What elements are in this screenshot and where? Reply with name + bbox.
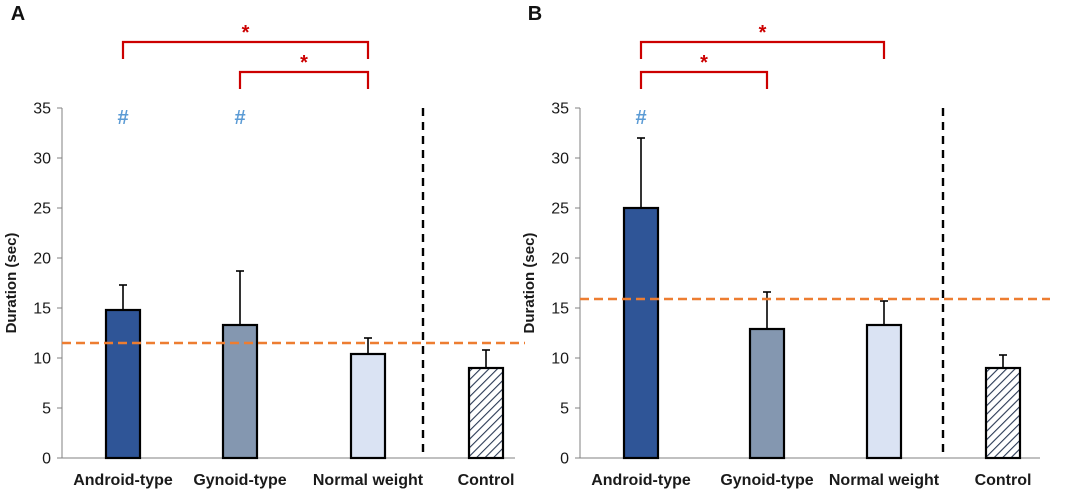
y-tick-label: 20 [551,251,569,268]
y-tick-label: 25 [33,201,51,218]
x-tick-label-control: Control [975,472,1032,489]
y-tick-label: 10 [33,351,51,368]
x-tick-label-normal-weight: Normal weight [313,472,424,489]
y-tick-label: 15 [33,301,51,318]
panel-a: A 0 5 10 15 20 25 30 35 Duration (sec) Android-typ… [3,3,525,489]
y-tick-label: 0 [42,451,51,468]
bar-control[interactable] [467,366,505,460]
x-tick-label-gynoid: Gynoid-type [193,472,286,489]
significance-bracket [639,70,769,89]
significance-bracket [639,40,886,59]
panel-b: B 0 5 10 15 20 25 30 35 Duration (sec) Android-typ… [521,3,1050,489]
significance-star: * [700,52,708,74]
bar-gynoid[interactable] [748,327,786,460]
bar-normal-weight[interactable] [865,323,903,460]
hash-mark: # [635,107,646,129]
hash-mark: # [234,107,245,129]
y-tick-label: 10 [551,351,569,368]
hash-mark: # [117,107,128,129]
y-tick-label: 25 [551,201,569,218]
x-tick-label-gynoid: Gynoid-type [720,472,813,489]
significance-star: * [242,22,250,44]
x-tick-label-normal-weight: Normal weight [829,472,940,489]
y-tick-label: 30 [551,151,569,168]
y-tick-label: 15 [551,301,569,318]
bar-android[interactable] [622,206,660,460]
significance-bracket [238,70,370,89]
significance-bracket [121,40,370,59]
y-tick-label: 30 [33,151,51,168]
y-tick-label: 35 [551,101,569,118]
y-tick-label: 35 [33,101,51,118]
x-tick-label-android: Android-type [73,472,173,489]
bar-gynoid[interactable] [221,323,259,460]
bar-normal-weight[interactable] [349,352,387,460]
y-axis-label: Duration (sec) [3,233,20,334]
panel-label: B [528,3,542,25]
y-tick-label: 5 [42,401,51,418]
x-tick-label-android: Android-type [591,472,691,489]
bar-android[interactable] [104,308,142,460]
y-tick-label: 5 [560,401,569,418]
y-tick-label: 20 [33,251,51,268]
y-axis-label: Duration (sec) [521,233,538,334]
significance-star: * [759,22,767,44]
x-tick-label-control: Control [458,472,515,489]
panel-label: A [11,3,25,25]
bar-control[interactable] [984,366,1022,460]
significance-star: * [300,52,308,74]
y-tick-label: 0 [560,451,569,468]
